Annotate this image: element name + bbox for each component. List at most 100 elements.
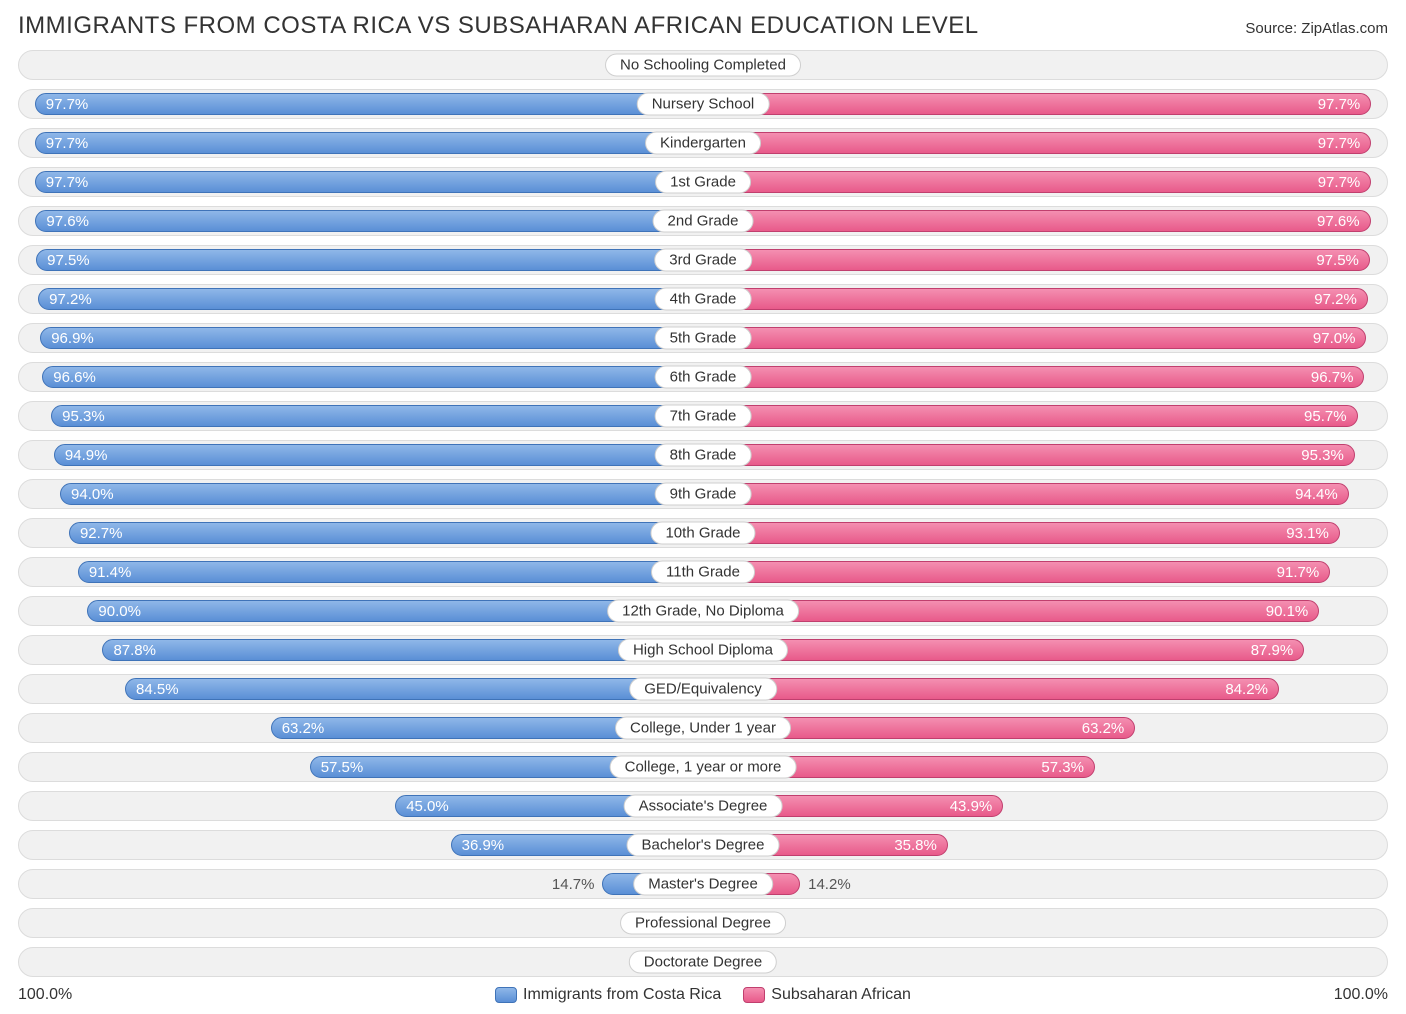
- bar-value-right: 97.5%: [1316, 250, 1359, 270]
- legend-swatch-right: [743, 987, 765, 1003]
- diverging-bar-chart: 2.3%2.3%No Schooling Completed 97.7% 97.7%…: [18, 50, 1388, 977]
- row-category-label: 2nd Grade: [653, 210, 754, 233]
- row-category-label: College, Under 1 year: [615, 717, 791, 740]
- bar-right: 95.3%: [703, 444, 1355, 466]
- bar-value-right: 97.6%: [1317, 211, 1360, 231]
- chart-source: Source: ZipAtlas.com: [1245, 20, 1388, 37]
- row-category-label: 6th Grade: [655, 366, 752, 389]
- bar-value-right: 90.1%: [1266, 601, 1309, 621]
- bar-value-right: 94.4%: [1295, 484, 1338, 504]
- chart-title: IMMIGRANTS FROM COSTA RICA VS SUBSAHARAN…: [18, 12, 979, 40]
- bar-value-right: 63.2%: [1082, 718, 1125, 738]
- legend-item-right: Subsaharan African: [743, 986, 911, 1004]
- bar-left: 84.5%: [125, 678, 703, 700]
- row-category-label: High School Diploma: [618, 639, 788, 662]
- bar-left: 97.2%: [38, 288, 703, 310]
- bar-row: 97.5% 97.5% 3rd Grade: [18, 245, 1388, 275]
- bar-value-right: 97.2%: [1314, 289, 1357, 309]
- bar-row: 14.7%14.2%Master's Degree: [18, 869, 1388, 899]
- bar-row: 87.8% 87.9% High School Diploma: [18, 635, 1388, 665]
- bar-row: 1.8%1.8%Doctorate Degree: [18, 947, 1388, 977]
- bar-value-right: 97.7%: [1318, 172, 1361, 192]
- row-category-label: 8th Grade: [655, 444, 752, 467]
- bar-value-left: 97.7%: [46, 133, 89, 153]
- row-category-label: 1st Grade: [655, 171, 751, 194]
- row-category-label: 10th Grade: [650, 522, 755, 545]
- bar-row: 97.2%97.2%4th Grade: [18, 284, 1388, 314]
- bar-value-left: 92.7%: [80, 523, 123, 543]
- bar-value-left: 91.4%: [89, 562, 132, 582]
- bar-left: 87.8%: [102, 639, 703, 661]
- bar-value-right: 95.7%: [1304, 406, 1347, 426]
- bar-left: 91.4%: [78, 561, 703, 583]
- bar-value-left: 94.9%: [65, 445, 108, 465]
- bar-left: 94.9%: [54, 444, 703, 466]
- bar-row: 57.5%57.3%College, 1 year or more: [18, 752, 1388, 782]
- bar-left: 95.3%: [51, 405, 703, 427]
- row-category-label: Doctorate Degree: [629, 951, 777, 974]
- bar-row: 95.3% 95.7% 7th Grade: [18, 401, 1388, 431]
- chart-header: IMMIGRANTS FROM COSTA RICA VS SUBSAHARAN…: [18, 12, 1388, 40]
- axis-max-right: 100.0%: [1334, 986, 1388, 1004]
- bar-row: 96.9% 97.0% 5th Grade: [18, 323, 1388, 353]
- chart-footer: 100.0% Immigrants from Costa Rica Subsah…: [18, 986, 1388, 1004]
- bar-right: 97.2%: [703, 288, 1368, 310]
- bar-row: 2.3%2.3%No Schooling Completed: [18, 50, 1388, 80]
- bar-right: 97.0%: [703, 327, 1366, 349]
- bar-value-left: 95.3%: [62, 406, 105, 426]
- bar-value-right: 97.7%: [1318, 94, 1361, 114]
- bar-left: 97.7%: [35, 132, 703, 154]
- bar-right: 97.6%: [703, 210, 1371, 232]
- bar-value-right: 43.9%: [950, 796, 993, 816]
- bar-right: 93.1%: [703, 522, 1340, 544]
- bar-left: 94.0%: [60, 483, 703, 505]
- bar-value-right: 97.0%: [1313, 328, 1356, 348]
- bar-right: 97.7%: [703, 93, 1371, 115]
- row-category-label: Professional Degree: [620, 912, 786, 935]
- bar-value-right: 35.8%: [894, 835, 937, 855]
- bar-value-left: 96.6%: [53, 367, 96, 387]
- bar-row: 97.7%97.7%Nursery School: [18, 89, 1388, 119]
- bar-row: 94.0% 94.4% 9th Grade: [18, 479, 1388, 509]
- row-category-label: College, 1 year or more: [610, 756, 797, 779]
- row-category-label: 3rd Grade: [654, 249, 752, 272]
- row-category-label: Nursery School: [637, 93, 770, 116]
- bar-right: 94.4%: [703, 483, 1349, 505]
- axis-max-left: 100.0%: [18, 986, 72, 1004]
- row-category-label: Kindergarten: [645, 132, 761, 155]
- bar-left: 97.6%: [35, 210, 703, 232]
- bar-left: 96.9%: [40, 327, 703, 349]
- bar-value-right: 93.1%: [1286, 523, 1329, 543]
- bar-left: 92.7%: [69, 522, 703, 544]
- bar-value-left: 36.9%: [462, 835, 505, 855]
- row-category-label: 4th Grade: [655, 288, 752, 311]
- bar-right: 97.7%: [703, 132, 1371, 154]
- source-prefix: Source:: [1245, 20, 1301, 37]
- bar-left: 96.6%: [42, 366, 703, 388]
- row-category-label: No Schooling Completed: [605, 54, 801, 77]
- bar-right: 95.7%: [703, 405, 1358, 427]
- bar-value-right: 87.9%: [1251, 640, 1294, 660]
- bar-value-right: 84.2%: [1225, 679, 1268, 699]
- row-category-label: 12th Grade, No Diploma: [607, 600, 799, 623]
- bar-value-left: 97.7%: [46, 172, 89, 192]
- row-category-label: 9th Grade: [655, 483, 752, 506]
- bar-right: 97.5%: [703, 249, 1370, 271]
- bar-right: 87.9%: [703, 639, 1304, 661]
- bar-row: 45.0%43.9%Associate's Degree: [18, 791, 1388, 821]
- row-category-label: GED/Equivalency: [629, 678, 777, 701]
- bar-left: 97.5%: [36, 249, 703, 271]
- bar-value-left: 97.5%: [47, 250, 90, 270]
- bar-row: 63.2%63.2%College, Under 1 year: [18, 713, 1388, 743]
- bar-right: 97.7%: [703, 171, 1371, 193]
- row-category-label: 11th Grade: [651, 561, 755, 584]
- bar-value-left: 94.0%: [71, 484, 114, 504]
- bar-row: 36.9%35.8%Bachelor's Degree: [18, 830, 1388, 860]
- row-category-label: 5th Grade: [655, 327, 752, 350]
- row-category-label: 7th Grade: [655, 405, 752, 428]
- source-name: ZipAtlas.com: [1301, 20, 1388, 37]
- bar-right: 91.7%: [703, 561, 1330, 583]
- bar-value-right: 91.7%: [1277, 562, 1320, 582]
- bar-row: 90.0%90.1%12th Grade, No Diploma: [18, 596, 1388, 626]
- bar-value-left: 87.8%: [113, 640, 156, 660]
